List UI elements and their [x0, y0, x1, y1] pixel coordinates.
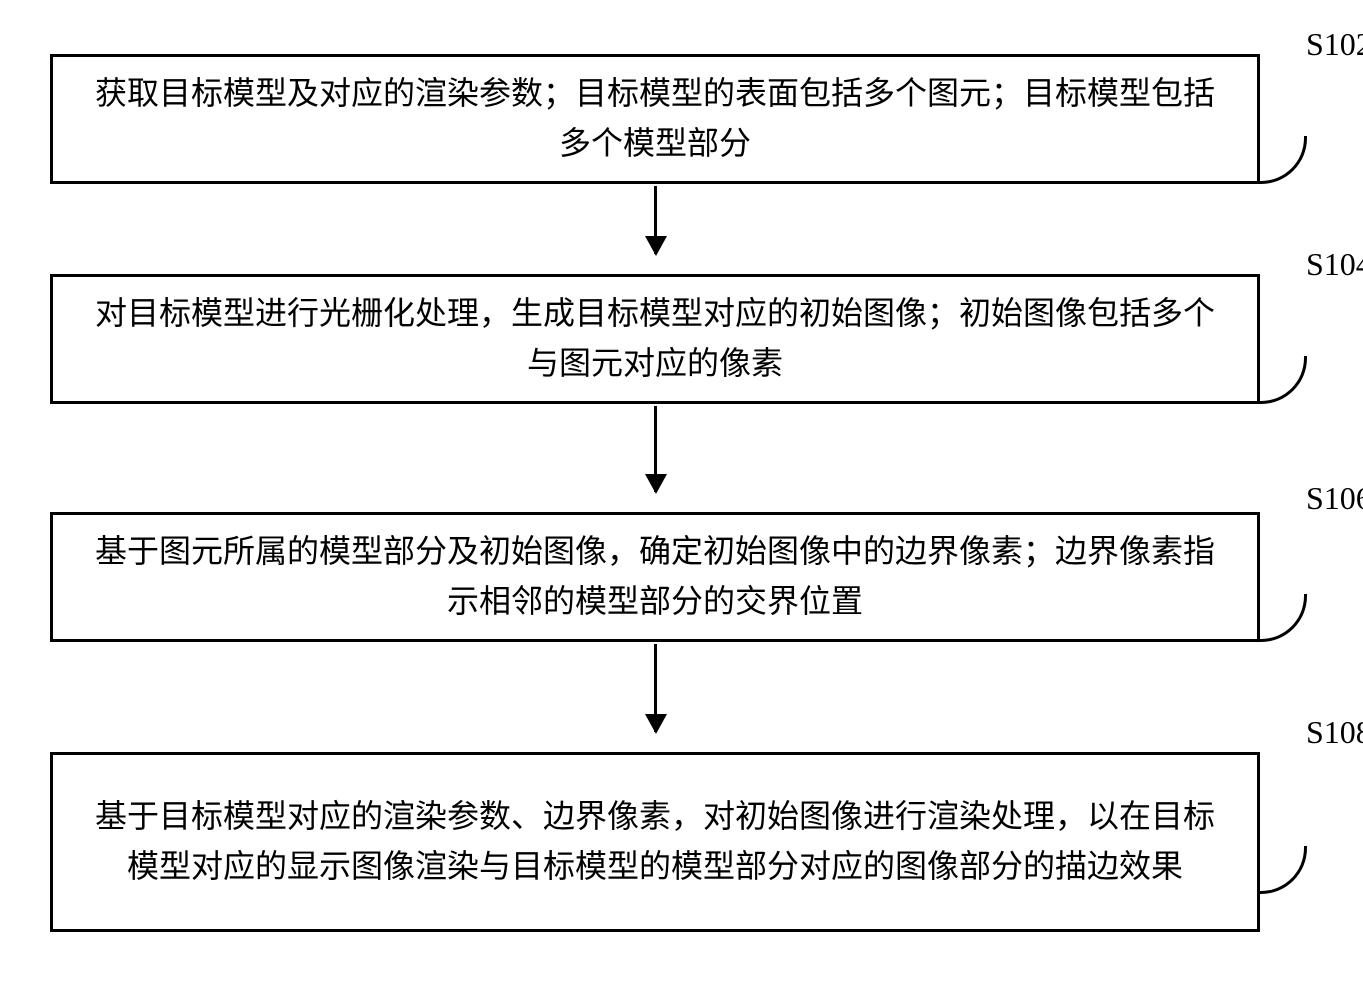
arrow-2	[654, 406, 657, 492]
step-label-s106: S106	[1306, 480, 1363, 517]
hook-s104	[1259, 356, 1307, 404]
step-box-s108: 基于目标模型对应的渲染参数、边界像素，对初始图像进行渲染处理，以在目标模型对应的…	[50, 752, 1260, 932]
step-box-s102: 获取目标模型及对应的渲染参数；目标模型的表面包括多个图元；目标模型包括多个模型部…	[50, 54, 1260, 184]
step-text-s106: 基于图元所属的模型部分及初始图像，确定初始图像中的边界像素；边界像素指示相邻的模…	[83, 527, 1227, 626]
arrow-3	[654, 644, 657, 732]
step-text-s104: 对目标模型进行光栅化处理，生成目标模型对应的初始图像；初始图像包括多个与图元对应…	[83, 289, 1227, 388]
hook-s108	[1259, 846, 1307, 894]
hook-s102	[1259, 136, 1307, 184]
step-box-s104: 对目标模型进行光栅化处理，生成目标模型对应的初始图像；初始图像包括多个与图元对应…	[50, 274, 1260, 404]
step-label-s108: S108	[1306, 714, 1363, 751]
arrow-1	[654, 186, 657, 254]
step-text-s108: 基于目标模型对应的渲染参数、边界像素，对初始图像进行渲染处理，以在目标模型对应的…	[83, 792, 1227, 891]
step-label-s104: S104	[1306, 246, 1363, 283]
hook-s106	[1259, 594, 1307, 642]
step-label-s102: S102	[1306, 26, 1363, 63]
flowchart-container: 获取目标模型及对应的渲染参数；目标模型的表面包括多个图元；目标模型包括多个模型部…	[20, 20, 1343, 981]
step-text-s102: 获取目标模型及对应的渲染参数；目标模型的表面包括多个图元；目标模型包括多个模型部…	[83, 69, 1227, 168]
step-box-s106: 基于图元所属的模型部分及初始图像，确定初始图像中的边界像素；边界像素指示相邻的模…	[50, 512, 1260, 642]
